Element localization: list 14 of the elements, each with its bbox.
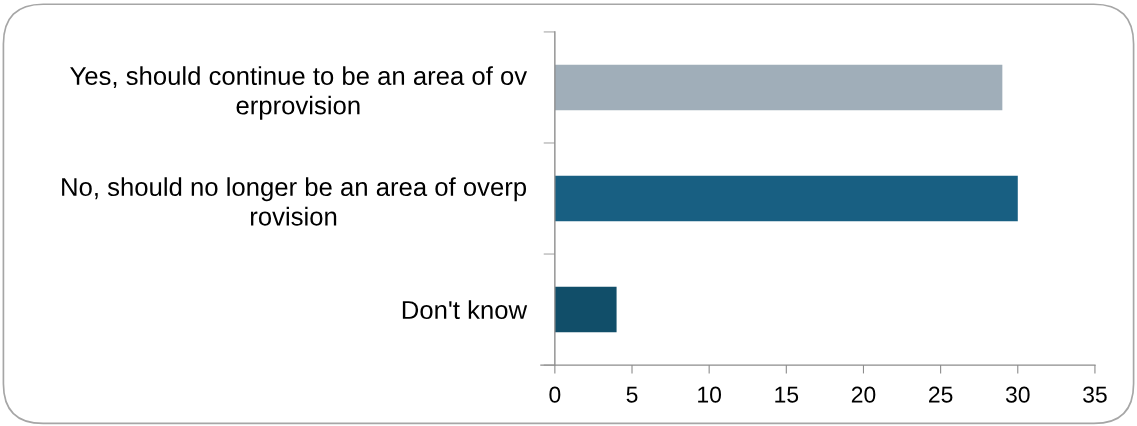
x-tick-label: 25: [929, 386, 953, 403]
y-tick-label: No, should no longer be an area of overp rovision: [62, 177, 527, 226]
y-tick-label: Yes, should continue to be an area of ov erprovision: [70, 66, 528, 120]
bar: [554, 175, 1018, 222]
bar: [554, 286, 617, 333]
x-tick-label: 15: [775, 386, 799, 403]
bar: [554, 64, 1003, 111]
x-tick-label: 0: [549, 386, 561, 403]
x-tick-label: 10: [698, 386, 722, 403]
x-tick-label: 30: [1005, 386, 1030, 403]
x-tick-label: 5: [626, 386, 638, 403]
y-tick-label: Don't know: [402, 300, 528, 320]
x-tick-label: 35: [1083, 386, 1107, 403]
x-tick-label: 20: [851, 386, 876, 403]
